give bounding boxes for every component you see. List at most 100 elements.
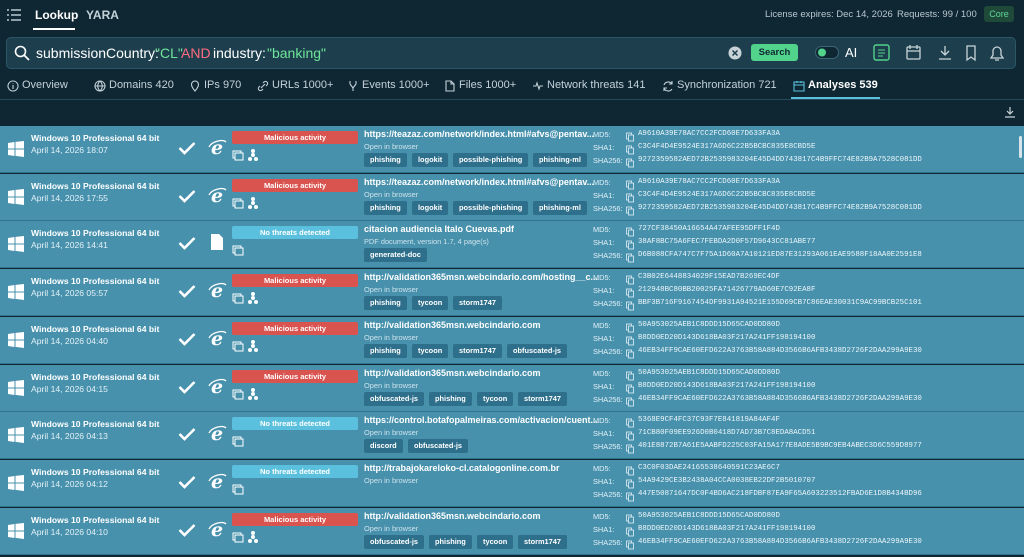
- object-subtitle[interactable]: Open in browser: [364, 380, 419, 390]
- object-name[interactable]: citacion audiencia Italo Cuevas.pdf: [364, 224, 515, 235]
- analysis-row[interactable]: Windows 10 Professional 64 bit April 14, …: [0, 221, 1024, 269]
- object-subtitle[interactable]: Open in browser: [364, 142, 419, 151]
- tag[interactable]: logokit: [412, 153, 449, 167]
- tag[interactable]: obfuscated-js: [507, 343, 568, 358]
- hash-value[interactable]: 727CF38450A16654A47AFEE95DFF1F4D: [638, 225, 780, 234]
- object-subtitle[interactable]: Open in browser: [364, 285, 419, 295]
- object-subtitle[interactable]: Open in browser: [364, 189, 419, 199]
- analysis-row[interactable]: e Windows 10 Professional 64 bit April 14…: [0, 126, 1024, 173]
- tag[interactable]: tycoon: [412, 343, 449, 358]
- hash-value[interactable]: B8DD0ED20D143D618BA03F217A241FF198194100: [638, 524, 816, 533]
- object-name[interactable]: http://validation365msn.webcindario.com: [364, 367, 541, 378]
- object-subtitle[interactable]: Open in browser: [364, 475, 419, 485]
- copy-icons[interactable]: [626, 227, 635, 263]
- tag[interactable]: phishing: [364, 153, 407, 167]
- hash-value[interactable]: 401E8872B7A61E5AABFD225C03FA15A177E8ADE5…: [638, 442, 922, 451]
- hash-value[interactable]: C3C0F03DAE24165538640591C23AE6C7: [638, 463, 780, 472]
- result-tab[interactable]: IPs 970: [204, 79, 242, 91]
- tab-yara[interactable]: YARA: [86, 8, 119, 22]
- hash-value[interactable]: 447E50871647DC0F4BD6AC218FDBF87EA9F65A60…: [638, 489, 922, 498]
- copy-icons[interactable]: [626, 132, 635, 168]
- result-tab[interactable]: URLs 1000+: [272, 79, 334, 91]
- object-name[interactable]: https://teazaz.com/network/index.html#af…: [364, 176, 595, 187]
- toolbar-icons[interactable]: [873, 44, 1013, 62]
- object-name[interactable]: https://teazaz.com/network/index.html#af…: [364, 129, 595, 139]
- tag[interactable]: phishing-ml: [533, 200, 587, 215]
- hash-value[interactable]: B8DD0ED20D143D618BA03F217A241FF198194100: [638, 381, 816, 390]
- analysis-row[interactable]: e Windows 10 Professional 64 bit April 14…: [0, 173, 1024, 221]
- hash-value[interactable]: D6B088CFA747C7F75A1D60A7A10121ED87E31293…: [638, 251, 922, 260]
- hash-value[interactable]: A9610A39E78AC7CC2FCD60E7D633FA3A: [638, 130, 780, 138]
- result-tab[interactable]: Analyses 539: [808, 79, 878, 91]
- result-tab[interactable]: Network threats 141: [547, 79, 646, 91]
- hash-value[interactable]: C3C4F4D4E9524E317A6D6C22B5BCBC835E8CBD5E: [638, 143, 816, 151]
- tag[interactable]: phishing: [429, 534, 472, 549]
- tag[interactable]: discord: [364, 439, 403, 454]
- hash-value[interactable]: A9610A39E78AC7CC2FCD60E7D633FA3A: [638, 177, 780, 186]
- hash-value[interactable]: 38AF8BC75A6FEC7FEBDA2D0F57D9643CC81ABE77: [638, 238, 816, 247]
- menu-icon[interactable]: [7, 9, 21, 21]
- tag[interactable]: storm1747: [518, 391, 567, 406]
- tag[interactable]: storm1747: [518, 534, 567, 549]
- tag[interactable]: obfuscated-js: [364, 534, 425, 549]
- hash-value[interactable]: C3B02E6448834029F15EAD7B269EC4DF: [638, 273, 780, 282]
- copy-icons[interactable]: [626, 180, 635, 216]
- tag[interactable]: obfuscated-js: [364, 391, 425, 406]
- clear-icon[interactable]: [728, 46, 742, 60]
- hash-value[interactable]: 5368E9CF4FC37C93F7E841819A84AF4F: [638, 416, 780, 425]
- object-name[interactable]: http://trabajokareloko-cl.catalogonline.…: [364, 462, 560, 473]
- tag[interactable]: obfuscated-js: [408, 439, 469, 454]
- tag[interactable]: logokit: [412, 200, 449, 215]
- object-subtitle[interactable]: Open in browser: [364, 332, 419, 342]
- copy-icons[interactable]: [626, 323, 635, 359]
- tag[interactable]: possible-phishing: [453, 153, 529, 167]
- copy-icons[interactable]: [626, 418, 635, 454]
- hash-value[interactable]: 9272359582AED72B2535983204E45D4DD743817C…: [638, 156, 922, 164]
- analysis-row[interactable]: e Windows 10 Professional 64 bit April 14…: [0, 507, 1024, 555]
- hash-value[interactable]: 50A953025AEB1C8DDD15D65CAD0DD80D: [638, 320, 780, 329]
- search-box[interactable]: [6, 37, 1016, 69]
- result-tab[interactable]: Files 1000+: [459, 79, 517, 91]
- hash-value[interactable]: 9272359582AED72B2535983204E45D4DD743817C…: [638, 203, 922, 212]
- object-name[interactable]: https://control.botafopalmeiras.com/acti…: [364, 415, 599, 426]
- tab-lookup[interactable]: Lookup: [35, 8, 79, 22]
- object-name[interactable]: http://validation365msn.webcindario.com/…: [364, 272, 599, 283]
- hash-value[interactable]: 50A953025AEB1C8DDD15D65CAD0DD80D: [638, 368, 780, 377]
- result-tab[interactable]: Overview: [22, 79, 68, 91]
- object-subtitle[interactable]: PDF document, version 1.7, 4 page(s): [364, 237, 489, 247]
- tag[interactable]: phishing-ml: [533, 153, 587, 167]
- copy-icons[interactable]: [626, 275, 635, 311]
- hash-value[interactable]: C3C4F4D4E9524E317A6D6C22B5BCBC835E8CBD5E: [638, 190, 816, 199]
- scrollbar[interactable]: [1019, 136, 1022, 158]
- result-tab[interactable]: Domains 420: [109, 79, 174, 91]
- object-name[interactable]: http://validation365msn.webcindario.com: [364, 319, 541, 330]
- analysis-row[interactable]: e Windows 10 Professional 64 bit April 14…: [0, 412, 1024, 460]
- copy-icons[interactable]: [626, 466, 635, 502]
- hash-value[interactable]: 46EB34FF9CAE60EFD622A3763B58A884D3566B6A…: [638, 537, 922, 546]
- analysis-row[interactable]: e Windows 10 Professional 64 bit April 14…: [0, 316, 1024, 364]
- copy-icons[interactable]: [626, 371, 635, 407]
- result-tab[interactable]: Events 1000+: [362, 79, 430, 91]
- hash-value[interactable]: 71CB80F09EE926D0B0418D7AD73B7C8EDA8ACD51: [638, 429, 816, 438]
- object-subtitle[interactable]: Open in browser: [364, 523, 419, 533]
- tag[interactable]: storm1747: [453, 343, 502, 358]
- tag[interactable]: tycoon: [477, 391, 514, 406]
- tag[interactable]: possible-phishing: [453, 200, 529, 215]
- tag[interactable]: phishing: [364, 200, 407, 215]
- tag[interactable]: phishing: [364, 343, 407, 358]
- tag[interactable]: phishing: [429, 391, 472, 406]
- object-subtitle[interactable]: Open in browser: [364, 428, 419, 438]
- object-name[interactable]: http://validation365msn.webcindario.com: [364, 510, 541, 521]
- ai-toggle[interactable]: [815, 46, 839, 59]
- result-tab[interactable]: Synchronization 721: [677, 79, 777, 91]
- hash-value[interactable]: 50A953025AEB1C8DDD15D65CAD0DD80D: [638, 511, 780, 520]
- search-button[interactable]: Search: [751, 44, 798, 61]
- tag[interactable]: tycoon: [412, 296, 449, 311]
- analysis-row[interactable]: e Windows 10 Professional 64 bit April 14…: [0, 459, 1024, 507]
- tag[interactable]: phishing: [364, 296, 407, 311]
- copy-icons[interactable]: [626, 514, 635, 550]
- hash-value[interactable]: B8DD0ED20D143D618BA03F217A241FF198194100: [638, 333, 816, 342]
- analysis-row[interactable]: e Windows 10 Professional 64 bit April 14…: [0, 269, 1024, 317]
- hash-value[interactable]: 212948BC80BB20025FA71426779AD60E7C92EA8F: [638, 286, 816, 295]
- tag[interactable]: generated-doc: [364, 248, 427, 263]
